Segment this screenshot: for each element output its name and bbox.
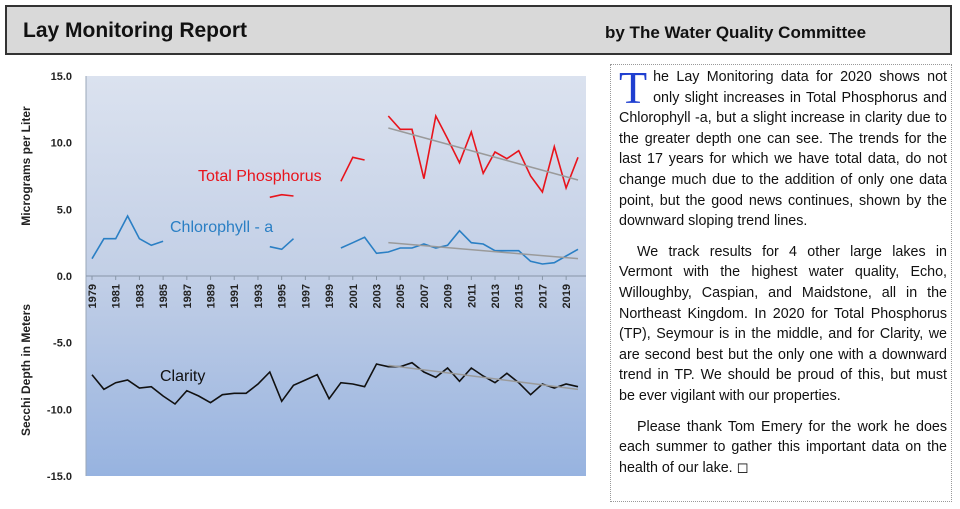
y-tick-label: 0.0 <box>57 271 72 283</box>
article-paragraph-2: We track results for 4 other large lakes… <box>619 243 947 404</box>
x-tick-label: 1999 <box>324 284 336 308</box>
x-tick-label: 1991 <box>229 284 241 308</box>
y-tick-label: 15.0 <box>51 71 72 83</box>
report-title: Lay Monitoring Report <box>23 19 247 42</box>
x-tick-label: 1979 <box>87 284 99 308</box>
x-tick-label: 1997 <box>300 284 312 308</box>
total-phosphorus-line <box>387 113 579 194</box>
label-chlorophyll: Chlorophyll - a <box>170 219 273 236</box>
clarity-trend-line <box>388 364 579 391</box>
x-tick-label: 2013 <box>490 284 502 308</box>
y-axis-label-top: Micrograms per Liter <box>19 106 33 226</box>
x-tick-label: 2017 <box>537 284 549 308</box>
x-tick-label: 1985 <box>158 284 170 308</box>
x-tick-label: 1995 <box>277 284 289 308</box>
total-phosphorus-line <box>269 193 294 199</box>
chart-svg: 15.0 10.0 5.0 0.0 -5.0 -10.0 -15.0 1979 1981 198… <box>19 71 586 483</box>
chlorophyll-a-trend-line <box>388 241 579 260</box>
chlorophyll-a-line <box>91 214 164 260</box>
x-tick-label: 2009 <box>443 284 455 308</box>
x-tick-label: 2003 <box>371 284 383 308</box>
dropcap-letter: T <box>619 62 648 113</box>
x-tick-label: 2005 <box>395 284 407 308</box>
report-byline: by The Water Quality Committee <box>605 23 867 42</box>
chlorophyll-a-line <box>340 229 579 265</box>
x-tick-label: 2007 <box>419 284 431 308</box>
x-tick-label: 2001 <box>348 284 360 308</box>
x-tick-label: 2011 <box>466 284 478 308</box>
y-tick-label: -5.0 <box>53 338 72 350</box>
clarity-line <box>91 361 579 406</box>
chlorophyll-a-line <box>269 238 295 251</box>
y-tick-label: -15.0 <box>47 471 72 483</box>
x-tick-label: 1993 <box>253 284 265 308</box>
total-phosphorus-line <box>340 156 365 182</box>
y-tick-label: 10.0 <box>51 138 72 150</box>
article-paragraph-3: Please thank Tom Emery for the work he d… <box>619 418 947 476</box>
lake-chart: 15.0 10.0 5.0 0.0 -5.0 -10.0 -15.0 1979 1981 198… <box>0 62 600 504</box>
x-tick-label: 1983 <box>134 284 146 308</box>
x-tick-label: 2019 <box>561 284 573 308</box>
label-total-phosphorus: Total Phosphorus <box>198 168 322 185</box>
label-clarity: Clarity <box>160 368 205 385</box>
y-tick-label: 5.0 <box>57 204 72 216</box>
report-header: Lay Monitoring Report by The Water Quali… <box>5 5 952 55</box>
x-tick-label: 1981 <box>111 284 123 308</box>
x-tick-label: 2015 <box>514 284 526 308</box>
y-tick-label: -10.0 <box>47 404 72 416</box>
y-axis-label-bottom: Secchi Depth in Meters <box>19 304 33 436</box>
article-text-1: he Lay Monitoring data for 2020 shows no… <box>619 69 947 230</box>
x-tick-label: 1989 <box>206 284 218 308</box>
total-phosphorus-trend-line <box>388 127 579 181</box>
x-tick-label: 1987 <box>182 284 194 308</box>
